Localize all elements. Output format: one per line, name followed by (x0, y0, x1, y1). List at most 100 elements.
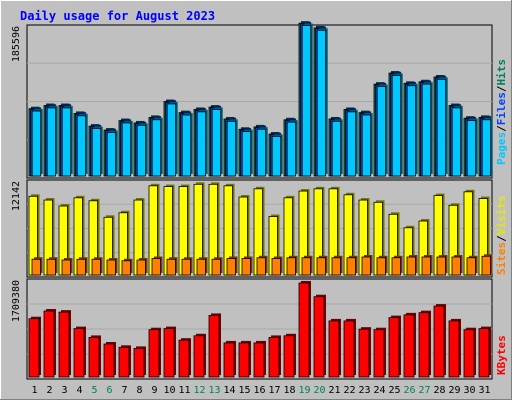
sites-bar (256, 255, 268, 276)
x-tick-label: 12 (193, 385, 205, 396)
sites-bar (316, 255, 328, 276)
kbytes-bar (223, 340, 236, 378)
x-tick-label: 15 (238, 385, 250, 396)
kbytes-bar (433, 304, 446, 378)
x-tick-label: 20 (313, 385, 325, 396)
sites-bar (151, 256, 163, 276)
x-tick-label: 19 (298, 385, 310, 396)
x-tick-label: 27 (418, 385, 430, 396)
kbytes-bar (58, 310, 71, 378)
kbytes-bar (148, 327, 161, 378)
sites-bar (226, 256, 238, 276)
kbytes-bar (448, 318, 461, 378)
x-tick-label: 1 (31, 385, 37, 396)
kbytes-bar (373, 327, 386, 378)
sites-bar (166, 257, 178, 276)
x-tick-label: 2 (46, 385, 52, 396)
x-tick-label: 26 (403, 385, 415, 396)
bar-marks (28, 182, 493, 276)
pages-bar (376, 84, 388, 177)
pages-bar (136, 123, 148, 177)
x-tick-label: 14 (223, 385, 235, 396)
bar-marks (28, 21, 493, 177)
x-tick-label: 3 (61, 385, 67, 396)
chart-title: Daily usage for August 2023 (20, 9, 215, 23)
sites-bar (361, 255, 373, 276)
pages-bar (61, 105, 73, 177)
x-tick-label: 23 (358, 385, 370, 396)
kbytes-bar (73, 326, 86, 378)
bar-marks (28, 280, 491, 378)
pages-bar (361, 113, 373, 177)
kbytes-bar (208, 313, 221, 378)
x-tick-label: 30 (463, 385, 475, 396)
sites-bar (31, 257, 43, 276)
x-tick-label: 21 (328, 385, 340, 396)
legend-pages: Pages (495, 132, 508, 165)
kbytes-bar (358, 327, 371, 378)
pages-bar (106, 130, 118, 177)
sites-bar (301, 255, 313, 276)
pages-bar (196, 109, 208, 177)
x-tick-label: 13 (208, 385, 220, 396)
kbytes-bar (178, 338, 191, 378)
x-tick-label: 28 (433, 385, 445, 396)
legend-kbytes: KBytes (495, 335, 508, 375)
x-tick-label: 9 (151, 385, 157, 396)
sites-bar (211, 257, 223, 276)
panel-kbytes: 1709380 KBytes (11, 278, 508, 380)
x-tick-label: 16 (253, 385, 265, 396)
pages-bar (226, 119, 238, 177)
sites-bar (286, 255, 298, 276)
kbytes-bar (103, 342, 116, 378)
pages-bar (331, 119, 343, 177)
sites-bar (481, 254, 493, 276)
pages-bar (46, 105, 58, 177)
x-tick-label: 8 (136, 385, 142, 396)
x-tick-label: 7 (121, 385, 127, 396)
x-tick-label: 17 (268, 385, 280, 396)
pages-bar (406, 83, 418, 177)
kbytes-bar (403, 312, 416, 378)
sites-bar (121, 258, 133, 276)
y-max-label: 12142 (11, 181, 22, 211)
x-axis-day-labels: 1 2 3 4 5 6 7 8 9 10 11 12 13 14 15 16 17 18 19 20 21 22 23 24 2… (31, 385, 490, 396)
legend-pages-files-hits: Pages/Files/Hits (495, 59, 508, 165)
sites-bar (421, 255, 433, 276)
pages-bar (421, 82, 433, 177)
sites-bar (196, 257, 208, 276)
kbytes-bar (268, 335, 281, 378)
sites-bar (241, 256, 253, 276)
pages-bar (436, 77, 448, 177)
kbytes-bar (478, 326, 491, 378)
pages-bar (166, 101, 178, 177)
pages-bar (316, 28, 328, 177)
x-tick-label: 4 (76, 385, 82, 396)
panel-hits-files-pages: 185596 Pages/Files/Hits (11, 21, 508, 179)
sites-bar (136, 258, 148, 276)
sites-bar (181, 257, 193, 276)
sites-bar (436, 255, 448, 276)
pages-bar (121, 120, 133, 177)
x-tick-label: 31 (478, 385, 490, 396)
sites-bar (346, 255, 358, 276)
x-tick-label: 18 (283, 385, 295, 396)
x-tick-label: 5 (91, 385, 97, 396)
kbytes-bar (163, 326, 176, 378)
pages-bar (481, 117, 493, 177)
kbytes-bar (313, 294, 326, 378)
kbytes-bar (463, 327, 476, 378)
legend-sites-visits: Sites/Visits (495, 196, 508, 276)
pages-bar (346, 109, 358, 177)
sites-bar (376, 255, 388, 276)
kbytes-bar (253, 340, 266, 378)
kbytes-bar (43, 309, 56, 378)
x-tick-label: 29 (448, 385, 460, 396)
pages-bar (151, 117, 163, 177)
kbytes-bar (238, 340, 251, 378)
kbytes-bar (328, 318, 341, 378)
legend-sep-3: / (495, 235, 508, 242)
pages-bar (271, 134, 283, 177)
legend-sep-2: / (495, 85, 508, 92)
